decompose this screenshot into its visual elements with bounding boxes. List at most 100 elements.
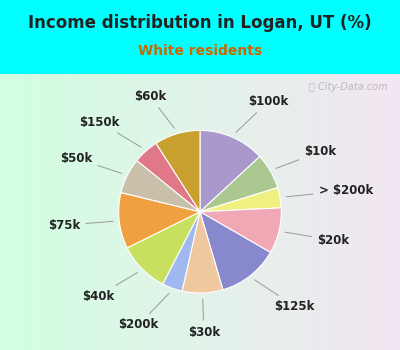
Bar bbox=[184, 74, 188, 350]
Bar bbox=[196, 74, 200, 350]
Bar bbox=[204, 74, 208, 350]
Bar bbox=[92, 74, 96, 350]
Bar bbox=[220, 74, 224, 350]
Bar bbox=[360, 74, 364, 350]
Text: $40k: $40k bbox=[82, 273, 137, 303]
Bar bbox=[312, 74, 316, 350]
Wedge shape bbox=[200, 156, 278, 212]
Bar bbox=[16, 74, 20, 350]
Wedge shape bbox=[182, 212, 223, 293]
Bar bbox=[384, 74, 388, 350]
Bar bbox=[4, 74, 8, 350]
Bar bbox=[124, 74, 128, 350]
Bar bbox=[260, 74, 264, 350]
Bar bbox=[324, 74, 328, 350]
Text: $30k: $30k bbox=[188, 299, 220, 338]
Bar bbox=[236, 74, 240, 350]
Text: $100k: $100k bbox=[236, 95, 288, 132]
Bar bbox=[172, 74, 176, 350]
Bar bbox=[68, 74, 72, 350]
Text: Income distribution in Logan, UT (%): Income distribution in Logan, UT (%) bbox=[28, 14, 372, 32]
Bar bbox=[128, 74, 132, 350]
Bar bbox=[328, 74, 332, 350]
Bar bbox=[244, 74, 248, 350]
Bar bbox=[76, 74, 80, 350]
Bar bbox=[36, 74, 40, 350]
Bar bbox=[152, 74, 156, 350]
Text: $125k: $125k bbox=[254, 280, 315, 313]
Bar bbox=[256, 74, 260, 350]
Bar bbox=[352, 74, 356, 350]
Bar bbox=[28, 74, 32, 350]
Bar bbox=[144, 74, 148, 350]
Bar bbox=[232, 74, 236, 350]
Bar bbox=[368, 74, 372, 350]
Bar bbox=[392, 74, 396, 350]
Bar bbox=[252, 74, 256, 350]
Bar bbox=[316, 74, 320, 350]
Bar bbox=[88, 74, 92, 350]
Bar bbox=[156, 74, 160, 350]
Text: $60k: $60k bbox=[134, 90, 174, 128]
Bar bbox=[180, 74, 184, 350]
Text: $75k: $75k bbox=[48, 219, 113, 232]
Bar bbox=[0, 74, 4, 350]
Wedge shape bbox=[127, 212, 200, 284]
Bar bbox=[12, 74, 16, 350]
Text: > $200k: > $200k bbox=[286, 184, 373, 197]
Bar bbox=[376, 74, 380, 350]
Bar bbox=[200, 74, 204, 350]
Bar bbox=[188, 74, 192, 350]
Bar bbox=[208, 74, 212, 350]
Bar bbox=[84, 74, 88, 350]
Bar bbox=[228, 74, 232, 350]
Bar bbox=[388, 74, 392, 350]
Bar bbox=[160, 74, 164, 350]
Bar bbox=[44, 74, 48, 350]
Text: $200k: $200k bbox=[118, 293, 169, 331]
Bar bbox=[72, 74, 76, 350]
Bar bbox=[340, 74, 344, 350]
Text: $20k: $20k bbox=[285, 232, 349, 247]
Bar bbox=[132, 74, 136, 350]
Bar bbox=[264, 74, 268, 350]
Bar bbox=[224, 74, 228, 350]
Wedge shape bbox=[121, 160, 200, 212]
Bar bbox=[300, 74, 304, 350]
Wedge shape bbox=[200, 212, 270, 290]
Text: $50k: $50k bbox=[60, 152, 122, 173]
Bar bbox=[80, 74, 84, 350]
Bar bbox=[308, 74, 312, 350]
Bar bbox=[380, 74, 384, 350]
Bar bbox=[280, 74, 284, 350]
Bar bbox=[356, 74, 360, 350]
Bar bbox=[8, 74, 12, 350]
Bar bbox=[192, 74, 196, 350]
Bar bbox=[148, 74, 152, 350]
Bar bbox=[372, 74, 376, 350]
Bar bbox=[396, 74, 400, 350]
Bar bbox=[164, 74, 168, 350]
Bar bbox=[120, 74, 124, 350]
Bar bbox=[296, 74, 300, 350]
Bar bbox=[288, 74, 292, 350]
Bar bbox=[24, 74, 28, 350]
Bar bbox=[100, 74, 104, 350]
Bar bbox=[348, 74, 352, 350]
Bar bbox=[48, 74, 52, 350]
Wedge shape bbox=[200, 188, 281, 212]
Bar bbox=[96, 74, 100, 350]
Wedge shape bbox=[156, 131, 200, 212]
Bar bbox=[64, 74, 68, 350]
Wedge shape bbox=[200, 131, 260, 212]
Bar bbox=[52, 74, 56, 350]
Text: Ⓐ City-Data.com: Ⓐ City-Data.com bbox=[309, 82, 388, 92]
Bar bbox=[332, 74, 336, 350]
Bar bbox=[272, 74, 276, 350]
Bar bbox=[320, 74, 324, 350]
Bar bbox=[140, 74, 144, 350]
Bar bbox=[116, 74, 120, 350]
Bar bbox=[212, 74, 216, 350]
Bar bbox=[216, 74, 220, 350]
Bar bbox=[60, 74, 64, 350]
